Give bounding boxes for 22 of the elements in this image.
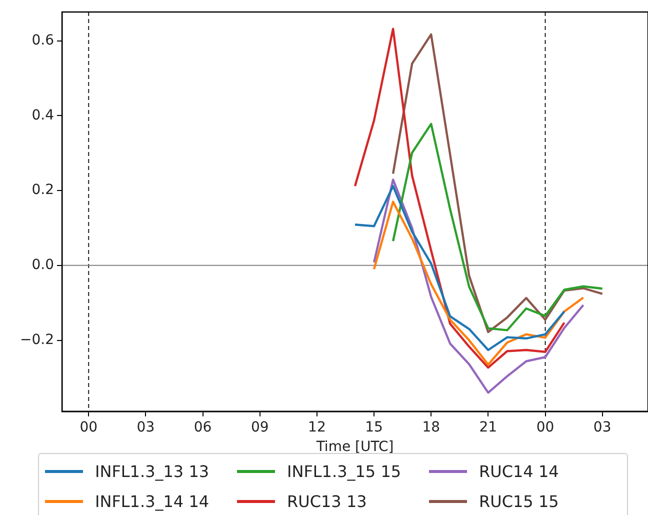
legend-label: RUC15 15 [479,492,559,510]
y-tick-label: 0.4 [32,107,54,124]
x-tick-label: 03 [136,419,155,436]
y-tick-label: 0.6 [32,32,54,48]
legend-label: INFL1.3_15 15 [287,462,402,480]
legend-label: RUC13 13 [287,492,367,510]
y-tick-label: 0.0 [32,257,54,274]
x-tick-label: 00 [536,419,554,436]
legend-label: RUC14 14 [479,462,559,480]
x-tick-label: 12 [308,419,326,436]
y-tick-label: 0.2 [32,182,54,198]
x-tick-label: 03 [593,419,612,436]
legend-label: INFL1.3_14 14 [95,492,210,510]
x-tick-label: 06 [194,419,212,436]
x-tick-label: 21 [479,419,498,436]
x-tick-label: 18 [422,419,440,436]
y-tick-label: −0.2 [20,332,54,348]
x-tick-label: 00 [80,419,98,436]
x-tick-label: 09 [250,419,269,436]
x-tick-label: 15 [365,419,383,436]
legend-label: INFL1.3_13 13 [95,462,210,480]
x-axis-title: Time [UTC] [315,439,394,456]
